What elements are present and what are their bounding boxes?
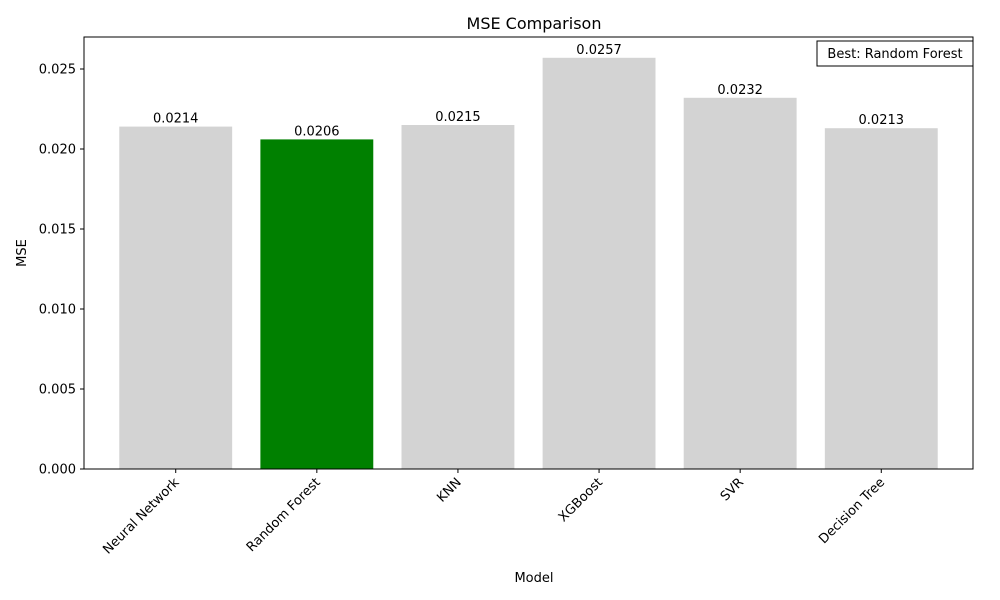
y-tick-label: 0.025 — [39, 63, 76, 78]
bar-value-label: 0.0232 — [717, 83, 763, 98]
bar-value-label: 0.0206 — [294, 124, 340, 139]
bar-decision-tree — [824, 128, 938, 469]
y-tick-label: 0.020 — [39, 143, 76, 158]
bar-neural-network — [119, 126, 233, 469]
y-tick-label: 0.010 — [39, 303, 76, 318]
bar-svr — [683, 97, 797, 470]
y-axis-ticks: 0.000 0.005 0.010 0.015 0.020 0.025 — [39, 63, 84, 478]
bar-value-label: 0.0213 — [859, 113, 905, 128]
bars-group — [119, 57, 938, 470]
best-model-annotation: Best: Random Forest — [816, 40, 974, 67]
chart-title: MSE Comparison — [467, 14, 602, 33]
bar-value-label: 0.0257 — [576, 43, 622, 58]
bar-knn — [401, 125, 515, 469]
plot-frame — [83, 36, 974, 470]
x-axis-label: Model — [514, 571, 553, 586]
y-tick-label: 0.015 — [39, 223, 76, 238]
bar-xgboost — [542, 57, 656, 470]
bar-value-label: 0.0215 — [435, 110, 481, 125]
bar-value-label: 0.0214 — [153, 112, 199, 127]
y-axis-label: MSE — [15, 239, 30, 267]
y-tick-label: 0.000 — [39, 463, 76, 478]
bar-random-forest — [260, 139, 374, 469]
value-labels-group: 0.0214 0.0206 0.0215 0.0257 0.0232 0.0213 — [153, 43, 904, 140]
annotation-text: Best: Random Forest — [827, 47, 962, 62]
annotation-box — [816, 40, 974, 67]
y-tick-label: 0.005 — [39, 383, 76, 398]
